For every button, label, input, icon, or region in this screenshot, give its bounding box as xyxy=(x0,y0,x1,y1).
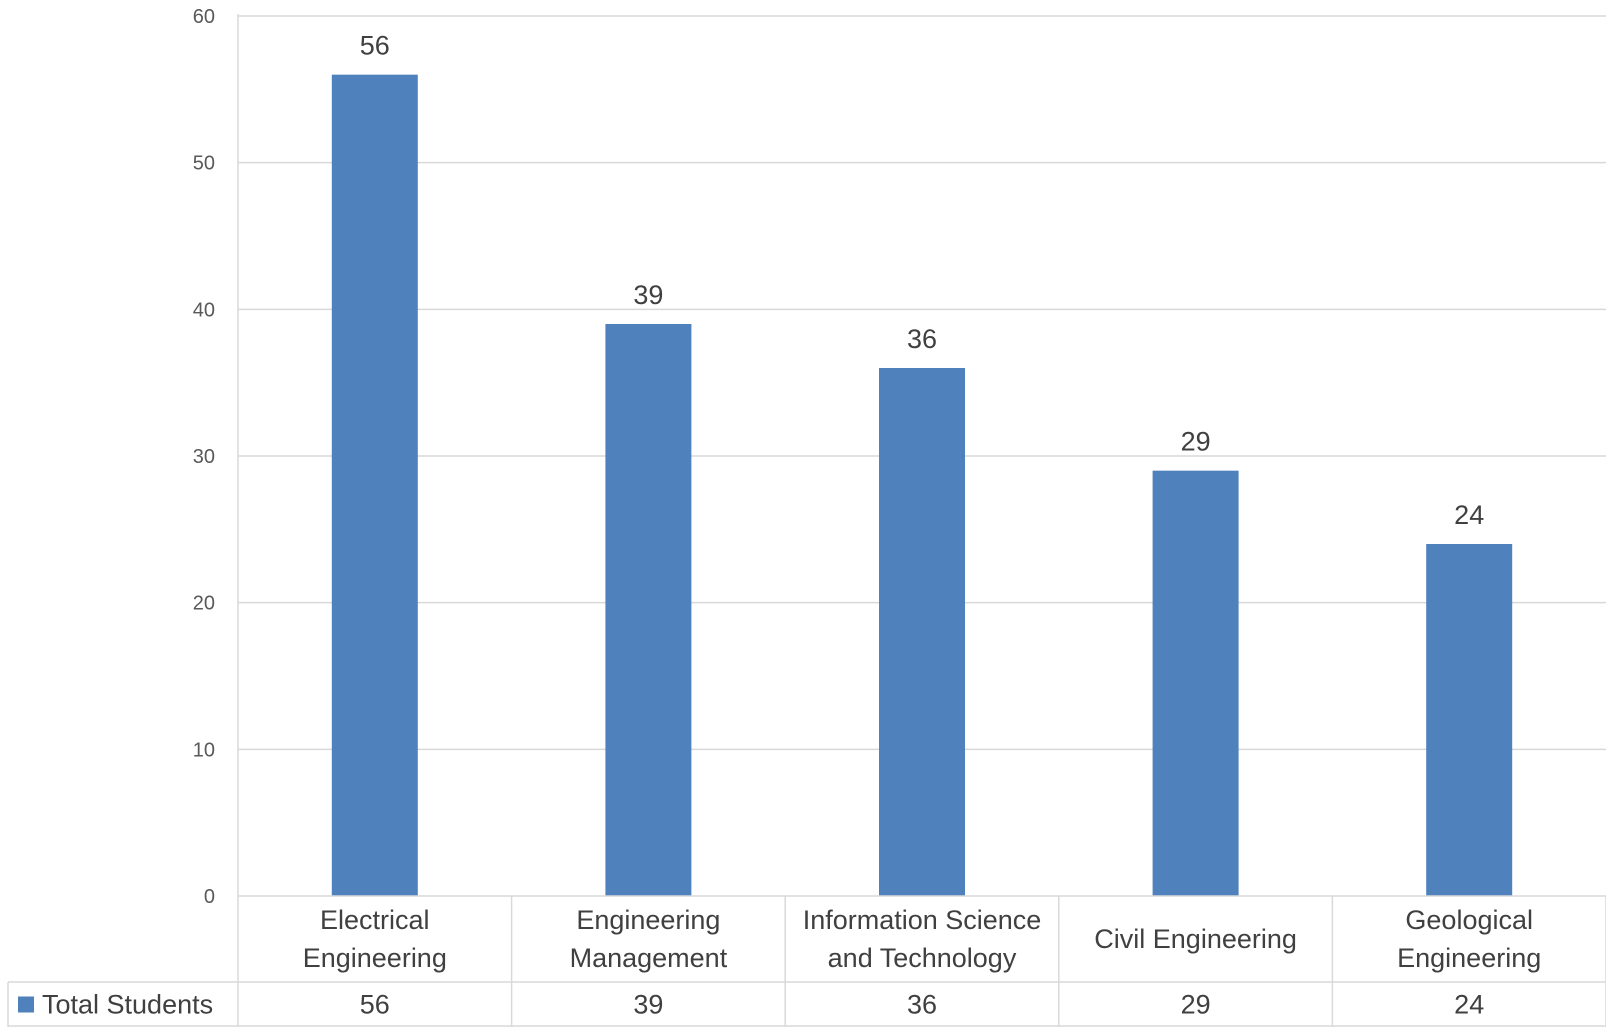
y-tick-label: 40 xyxy=(193,299,215,321)
bar xyxy=(1152,470,1239,896)
table-value-cell: 56 xyxy=(360,990,390,1020)
category-label: Civil Engineering xyxy=(1094,924,1297,954)
table-value-cell: 39 xyxy=(633,990,663,1020)
bar xyxy=(1426,544,1513,896)
bar xyxy=(605,324,692,896)
y-tick-label: 0 xyxy=(204,886,215,908)
category-label: Geological Engineering xyxy=(1397,905,1541,973)
data-label: 29 xyxy=(1181,427,1211,457)
category-label: Electrical Engineering xyxy=(303,905,447,973)
data-label: 36 xyxy=(907,324,937,354)
category-label: Information Science and Technology xyxy=(803,905,1042,973)
y-axis: 0 10 20 30 40 50 60 xyxy=(193,6,215,908)
bar xyxy=(331,74,418,896)
bars xyxy=(331,74,1513,896)
table-value-cell: 29 xyxy=(1181,990,1211,1020)
legend-key xyxy=(18,996,34,1013)
table-value-cell: 24 xyxy=(1454,990,1484,1020)
y-tick-label: 20 xyxy=(193,593,215,615)
y-tick-label: 30 xyxy=(193,446,215,468)
data-table: Electrical Engineering Engineering Manageme… xyxy=(7,14,1606,1027)
table-value-cell: 36 xyxy=(907,990,937,1020)
data-label: 24 xyxy=(1454,500,1484,530)
category-label: Engineering Management xyxy=(570,905,728,973)
y-tick-label: 50 xyxy=(193,153,215,175)
bar xyxy=(879,368,965,896)
y-tick-label: 60 xyxy=(193,6,215,28)
y-tick-label: 10 xyxy=(193,739,215,761)
legend-series-name: Total Students xyxy=(42,990,213,1020)
data-label: 56 xyxy=(360,31,390,61)
data-label: 39 xyxy=(633,280,663,310)
data-labels: 56 39 36 29 24 xyxy=(360,31,1484,530)
